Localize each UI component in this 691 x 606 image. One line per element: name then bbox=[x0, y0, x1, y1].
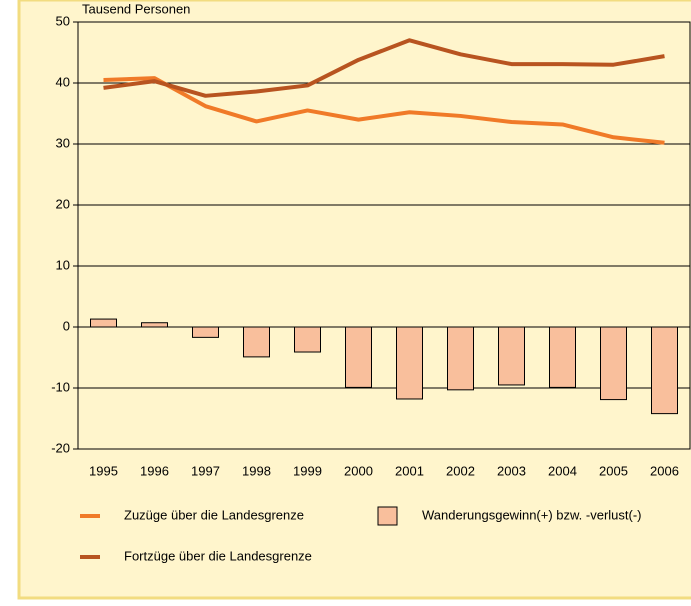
bar bbox=[243, 326, 270, 358]
legend-label: Zuzüge über die Landesgrenze bbox=[124, 507, 304, 522]
y-tick-label: 50 bbox=[56, 13, 70, 28]
bar bbox=[651, 326, 678, 415]
y-axis-label: Tausend Personen bbox=[82, 1, 190, 16]
bar bbox=[192, 326, 219, 338]
y-tick-label: 40 bbox=[56, 74, 70, 89]
x-tick-label: 1997 bbox=[191, 463, 220, 478]
x-tick-label: 2003 bbox=[497, 463, 526, 478]
y-tick-label: -10 bbox=[51, 379, 70, 394]
x-tick-label: 1999 bbox=[293, 463, 322, 478]
y-tick-label: 30 bbox=[56, 135, 70, 150]
bar bbox=[294, 326, 321, 353]
bar bbox=[396, 326, 423, 400]
x-tick-label: 2000 bbox=[344, 463, 373, 478]
bar bbox=[141, 322, 168, 328]
x-tick-label: 2004 bbox=[548, 463, 577, 478]
x-tick-label: 2002 bbox=[446, 463, 475, 478]
x-tick-label: 2005 bbox=[599, 463, 628, 478]
y-tick-label: 0 bbox=[63, 318, 70, 333]
x-tick-label: 1995 bbox=[89, 463, 118, 478]
y-tick-label: 20 bbox=[56, 196, 70, 211]
y-tick-label: 10 bbox=[56, 257, 70, 272]
x-tick-label: 1996 bbox=[140, 463, 169, 478]
line bbox=[103, 38, 665, 98]
bar bbox=[90, 318, 117, 328]
x-tick-label: 2001 bbox=[395, 463, 424, 478]
bar bbox=[600, 326, 627, 401]
x-tick-label: 1998 bbox=[242, 463, 271, 478]
y-tick-label: -20 bbox=[51, 440, 70, 455]
bar bbox=[498, 326, 525, 386]
bar bbox=[549, 326, 576, 388]
bar bbox=[345, 326, 372, 388]
x-tick-label: 2006 bbox=[650, 463, 679, 478]
legend-label: Wanderungsgewinn(+) bzw. -verlust(-) bbox=[422, 507, 642, 522]
bar bbox=[447, 326, 474, 391]
legend-label: Fortzüge über die Landesgrenze bbox=[124, 548, 312, 563]
legend-swatch bbox=[377, 506, 398, 526]
line bbox=[103, 76, 665, 145]
